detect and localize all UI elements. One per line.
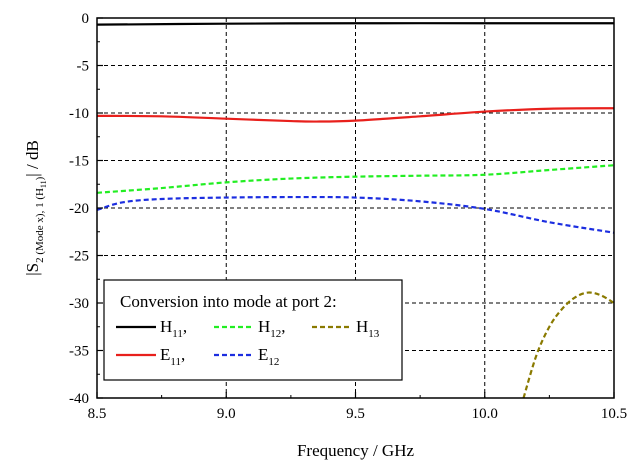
y-tick-label: -15 — [69, 154, 89, 170]
series-line-e12 — [97, 195, 614, 234]
y-axis-title-nested-subscript: 11 — [39, 180, 48, 188]
y-axis-title-prefix: |S — [23, 263, 42, 276]
x-tick-label: 10.5 — [601, 406, 627, 422]
legend-box — [103, 279, 403, 381]
legend: Conversion into mode at port 2: H11, H12,… — [103, 279, 403, 381]
legend-item-h12: H12, — [214, 317, 286, 340]
legend-label-subscript: 12 — [268, 356, 279, 368]
legend-label-subscript: 13 — [368, 328, 380, 340]
y-axis-title-subscript: 2 (Mode x), 1 (H — [34, 188, 46, 263]
y-tick-label: -25 — [69, 249, 89, 265]
legend-label-base: E — [160, 345, 170, 364]
legend-label-h11: H11, — [160, 317, 187, 340]
legend-label-e12: E12 — [258, 345, 279, 368]
legend-label-trail: , — [281, 317, 285, 336]
series-line-h11 — [97, 22, 614, 26]
y-tick-label: -5 — [77, 59, 90, 75]
series-line-e11 — [97, 107, 614, 123]
y-tick-label: -30 — [69, 296, 89, 312]
legend-item-e12: E12 — [214, 345, 279, 368]
x-tick-label: 9.5 — [346, 406, 365, 422]
legend-label-base: H — [160, 317, 172, 336]
series-line-h12 — [97, 164, 614, 194]
legend-label-subscript: 11 — [172, 328, 183, 340]
legend-label-subscript: 11 — [170, 356, 181, 368]
x-tick-label: 9.0 — [217, 406, 236, 422]
legend-label-base: H — [356, 317, 368, 336]
legend-label-base: H — [258, 317, 270, 336]
series-line-h13 — [522, 291, 614, 398]
axis-ticks — [96, 17, 615, 399]
y-tick-label: 0 — [82, 11, 90, 27]
series-layer — [97, 22, 614, 398]
legend-item-h11: H11, — [116, 317, 187, 340]
legend-item-h13: H13 — [312, 317, 380, 340]
y-axis-title: |S2 (Mode x), 1 (H11)| / dB — [23, 140, 48, 276]
y-tick-label: -40 — [69, 391, 89, 407]
legend-label-base: E — [258, 345, 268, 364]
legend-label-trail: , — [183, 317, 187, 336]
x-axis-title: Frequency / GHz — [297, 441, 415, 460]
y-tick-label: -20 — [69, 201, 89, 217]
tick-labels: 8.5 9.0 9.5 10.0 10.5 0 -5 -10 -15 -20 -25 -30 -35 -4… — [69, 11, 627, 422]
x-tick-label: 10.0 — [472, 406, 498, 422]
legend-label-trail: , — [181, 345, 185, 364]
y-axis-title-suffix: | / dB — [23, 140, 42, 176]
legend-item-e11: E11, — [116, 345, 185, 368]
y-axis-title-subscript-close: ) — [34, 176, 46, 180]
y-tick-label: -35 — [69, 344, 89, 360]
legend-title: Conversion into mode at port 2: — [120, 292, 337, 311]
legend-label-h13: H13 — [356, 317, 380, 340]
x-tick-label: 8.5 — [88, 406, 107, 422]
y-tick-label: -10 — [69, 106, 89, 122]
legend-label-h12: H12, — [258, 317, 286, 340]
legend-label-e11: E11, — [160, 345, 185, 368]
legend-label-subscript: 12 — [270, 328, 281, 340]
